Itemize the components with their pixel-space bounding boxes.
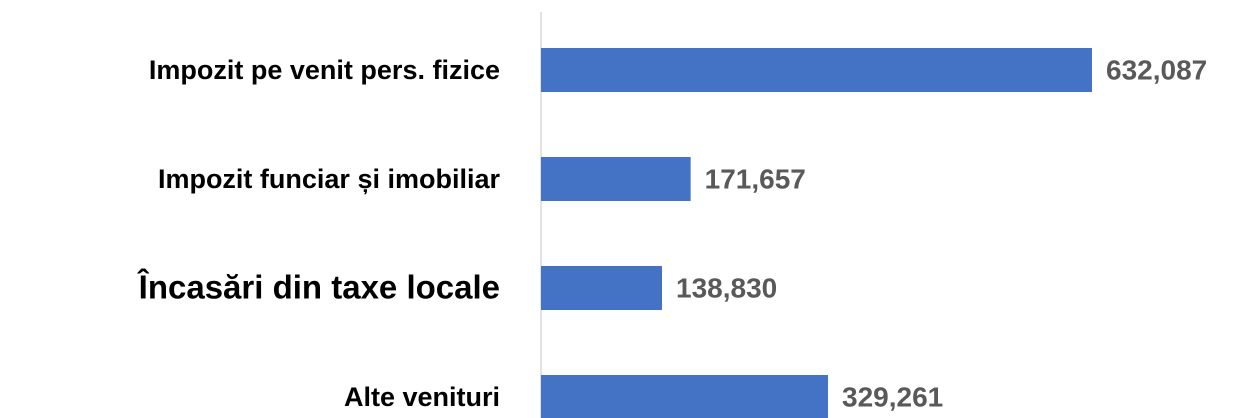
value-label: 138,830 bbox=[676, 272, 777, 303]
bar bbox=[541, 266, 663, 310]
bar bbox=[541, 375, 829, 418]
category-label: Impozit pe venit pers. fizice bbox=[149, 55, 500, 85]
value-label: 632,087 bbox=[1106, 54, 1207, 85]
category-label: Impozit funciar și imobiliar bbox=[158, 164, 501, 194]
value-label: 329,261 bbox=[842, 381, 943, 412]
value-label: 171,657 bbox=[705, 163, 806, 194]
category-label: Alte venituri bbox=[344, 382, 500, 412]
bar bbox=[541, 48, 1092, 92]
bar bbox=[541, 157, 691, 201]
category-label: Încasări din taxe locale bbox=[137, 269, 500, 306]
